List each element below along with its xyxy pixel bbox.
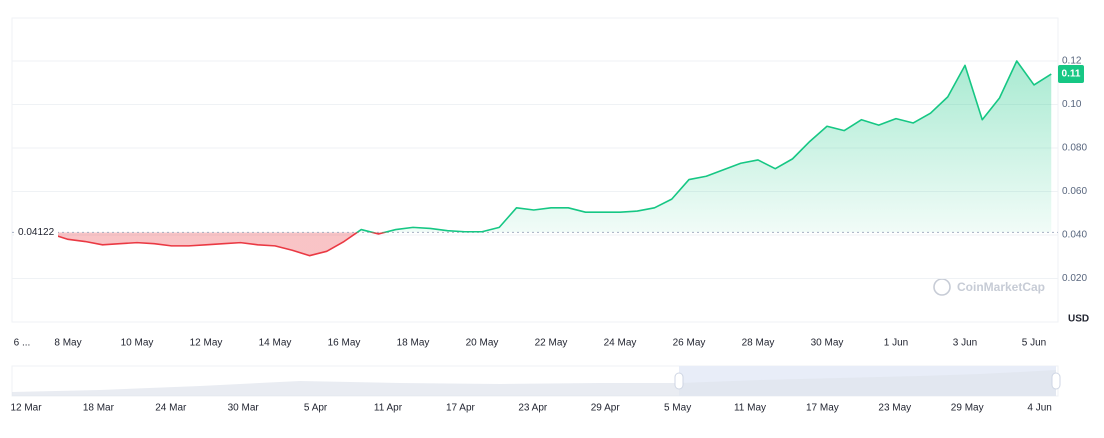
navigator-label: 24 Mar (155, 403, 187, 414)
x-tick-label: 22 May (535, 338, 568, 349)
price-line (16, 60, 1052, 257)
navigator-handle[interactable] (1051, 372, 1061, 390)
x-tick-label: 6 ... (14, 338, 31, 349)
navigator-handle[interactable] (674, 372, 684, 390)
baseline-label: 0.04122 (18, 227, 55, 238)
x-tick-label: 20 May (466, 338, 499, 349)
navigator-label: 4 Jun (1027, 403, 1051, 414)
price-tag (1058, 65, 1084, 84)
x-tick-label: 12 May (190, 338, 223, 349)
navigator-label: 17 May (806, 403, 839, 414)
x-tick-label: 18 May (397, 338, 430, 349)
navigator-label: 23 May (878, 403, 911, 414)
x-tick-label: 16 May (328, 338, 361, 349)
y-tick-label: 0.12 (1062, 56, 1082, 67)
navigator-label: 5 Apr (304, 403, 328, 414)
y-tick-label: 0.040 (1062, 230, 1087, 241)
price-area (16, 61, 1052, 256)
x-tick-label: 30 May (811, 338, 844, 349)
navigator-area (12, 370, 1056, 396)
y-tick-label: 0.080 (1062, 143, 1087, 154)
navigator-label: 12 Mar (10, 403, 42, 414)
y-tick-label: 0.10 (1062, 99, 1082, 110)
navigator-label: 5 May (664, 403, 691, 414)
x-tick-label: 28 May (742, 338, 775, 349)
x-tick-label: 10 May (121, 338, 154, 349)
watermark-logo (933, 278, 951, 296)
x-tick-label: 24 May (604, 338, 637, 349)
x-tick-label: 5 Jun (1022, 338, 1046, 349)
navigator-label: 11 Apr (374, 403, 403, 414)
currency-label: USD (1068, 314, 1089, 325)
navigator-label: 29 May (951, 403, 984, 414)
x-tick-label: 14 May (259, 338, 292, 349)
x-tick-label: 26 May (673, 338, 706, 349)
price-tag-label: 0.11 (1062, 69, 1081, 80)
navigator-label: 11 May (734, 403, 766, 414)
navigator-label: 30 Mar (228, 403, 260, 414)
x-tick-label: 8 May (54, 338, 81, 349)
y-tick-label: 0.020 (1062, 273, 1087, 284)
navigator-label: 18 Mar (83, 403, 115, 414)
x-tick-label: 1 Jun (884, 338, 908, 349)
watermark-text: CoinMarketCap (957, 280, 1045, 294)
navigator-label: 23 Apr (518, 403, 548, 414)
x-tick-label: 3 Jun (953, 338, 977, 349)
plot-frame (11, 17, 1059, 323)
navigator-label: 17 Apr (446, 403, 476, 414)
watermark: CoinMarketCap (933, 278, 1045, 296)
y-tick-label: 0.060 (1062, 186, 1087, 197)
baseline-label-bg (14, 225, 58, 240)
navigator-label: 29 Apr (591, 403, 621, 414)
